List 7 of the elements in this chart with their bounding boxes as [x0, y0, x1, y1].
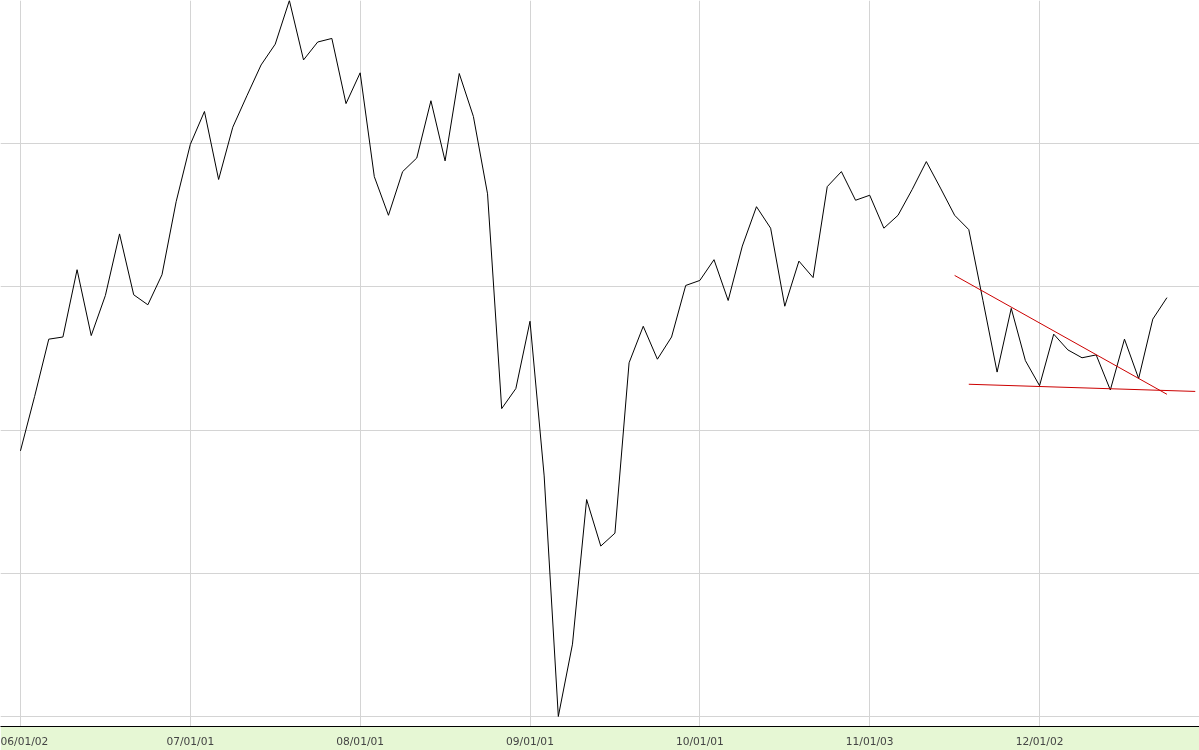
- x-tick-label: 10/01/01: [675, 734, 724, 748]
- x-tick-label: 09/01/01: [506, 734, 554, 748]
- x-tick-label: 08/01/01: [336, 734, 385, 748]
- x-tick-label: 12/01/02: [1015, 734, 1064, 748]
- x-tick-label: 11/01/03: [845, 734, 894, 748]
- x-tick-label: 07/01/01: [166, 734, 215, 748]
- x-tick-label: 06/01/02: [0, 734, 49, 748]
